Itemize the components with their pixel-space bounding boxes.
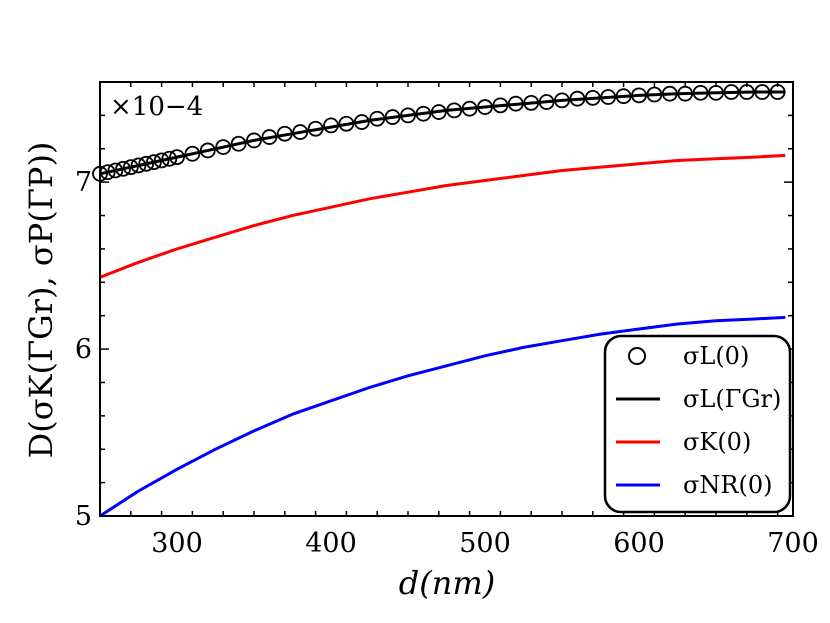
series-marker-point: [353, 114, 370, 130]
series-marker-point: [646, 86, 663, 103]
series-line-3: [99, 315, 786, 518]
x-tick-label: 300: [151, 528, 203, 559]
series-marker-point: [199, 142, 216, 159]
series-marker-point: [477, 99, 493, 115]
series-marker-point: [446, 102, 463, 119]
series-marker-point: [169, 149, 185, 166]
series-marker-point: [369, 110, 386, 127]
series-marker-point: [323, 117, 339, 134]
legend-label: σNR(0): [683, 471, 772, 499]
series-marker-point: [461, 100, 478, 117]
y-tick-label: 5: [75, 501, 92, 532]
series-marker-point: [769, 84, 786, 100]
series-marker-point: [492, 97, 509, 114]
series-marker-point: [754, 84, 771, 100]
legend-box: [603, 334, 792, 514]
series-marker-point: [107, 162, 124, 179]
series-marker-point: [145, 154, 162, 171]
legend-label: σK(0): [683, 428, 751, 456]
series-marker-point: [569, 90, 586, 107]
legend-label: σL(ΓGr): [683, 385, 781, 413]
series-markers: [92, 84, 786, 182]
series-marker-point: [276, 125, 293, 142]
series-marker-point: [615, 88, 632, 105]
series-marker-point: [430, 104, 447, 120]
series-marker-point: [600, 89, 617, 105]
legend-swatch-marker: [628, 347, 646, 365]
series-marker-point: [554, 92, 570, 109]
series-marker-point: [130, 157, 147, 174]
series-line-2: [99, 153, 786, 279]
x-axis-title: d(nm): [399, 564, 495, 602]
series-marker-point: [415, 105, 432, 122]
series-marker-point: [338, 115, 355, 132]
legend: σL(0) σL(ΓGr) σK(0) σNR(0): [603, 334, 792, 514]
series-marker-point: [584, 89, 601, 106]
y-tick-labels: 5 6 7: [75, 167, 92, 532]
series-marker-point: [738, 84, 755, 100]
x-tick-label: 600: [613, 528, 665, 559]
series-marker-point: [230, 135, 247, 152]
series-marker-point: [523, 94, 540, 111]
series-marker-point: [692, 84, 709, 101]
series-marker-point: [677, 85, 694, 102]
series-marker-point: [631, 87, 647, 104]
x-tick-label: 500: [459, 528, 511, 559]
y-tick-label: 7: [75, 167, 92, 198]
series-marker-point: [153, 152, 170, 169]
x-tick-label: 400: [305, 528, 357, 559]
series-marker-point: [292, 124, 309, 140]
x-tick-label: 700: [767, 528, 819, 559]
y-axis-title: D(σK(ΓGr), σP(ΓP)): [22, 142, 60, 459]
legend-label: σL(0): [683, 342, 749, 370]
series-marker-point: [261, 129, 278, 145]
scale-factor-label: ×10−4: [110, 92, 203, 122]
plot-frame: [99, 81, 794, 517]
series-marker-point: [215, 139, 232, 156]
x-tick-labels: 300 400 500 600 700: [151, 528, 819, 559]
series-marker-point: [538, 94, 555, 110]
series-marker-point: [115, 160, 131, 177]
series-marker-point: [723, 84, 740, 100]
series-marker-point: [122, 159, 139, 176]
series-marker-point: [161, 150, 178, 167]
series-marker-point: [184, 145, 201, 162]
y-tick-label: 6: [75, 334, 92, 365]
series-marker-point: [138, 155, 155, 172]
series-marker-point: [507, 95, 524, 112]
series-marker-point: [307, 120, 324, 137]
series-marker-point: [661, 85, 678, 102]
series-marker-point: [400, 107, 416, 124]
series-marker-point: [708, 84, 724, 101]
series-marker-point: [246, 132, 262, 149]
series-marker-point: [384, 109, 401, 125]
